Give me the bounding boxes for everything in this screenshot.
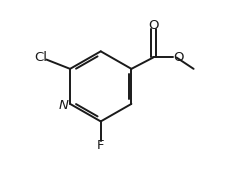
Text: O: O xyxy=(147,19,158,32)
Text: F: F xyxy=(97,139,104,152)
Text: N: N xyxy=(59,99,69,112)
Text: Cl: Cl xyxy=(34,51,47,64)
Text: O: O xyxy=(172,51,183,64)
